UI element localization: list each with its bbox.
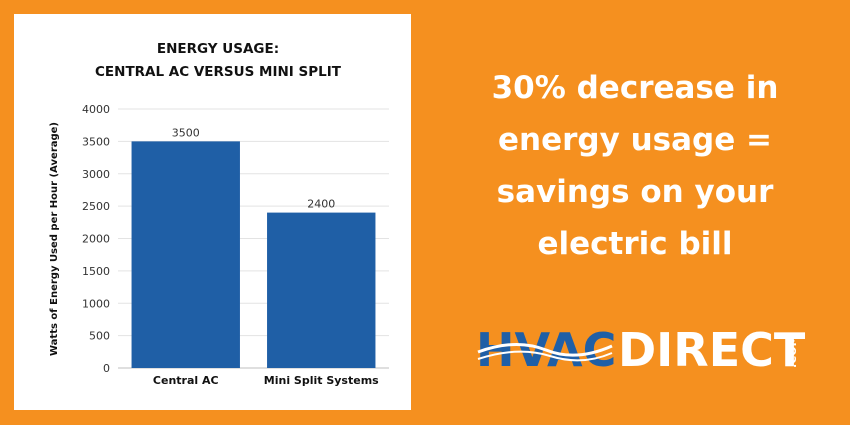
y-axis-label: Watts of Energy Used per Hour (Average) bbox=[49, 122, 60, 356]
bar-data-label: 2400 bbox=[307, 198, 335, 211]
logo-swoosh-icon bbox=[477, 342, 613, 357]
y-tick-label: 500 bbox=[89, 330, 110, 343]
bar-data-label: 3500 bbox=[172, 126, 200, 139]
x-category-label: Mini Split Systems bbox=[264, 374, 379, 387]
logo-text-com: .COM bbox=[786, 335, 799, 368]
y-tick-label: 0 bbox=[103, 362, 110, 375]
headline-line-2: energy usage = bbox=[497, 122, 773, 158]
y-tick-label: 1500 bbox=[82, 265, 110, 278]
logo-swoosh-icon-2 bbox=[477, 350, 613, 362]
x-category-label: Central AC bbox=[153, 374, 219, 387]
chart-title-line-2: CENTRAL AC VERSUS MINI SPLIT bbox=[95, 64, 342, 80]
y-tick-label: 2500 bbox=[82, 200, 110, 213]
y-tick-label: 1000 bbox=[82, 297, 110, 310]
y-tick-label: 3000 bbox=[82, 168, 110, 181]
y-tick-label: 2000 bbox=[82, 233, 110, 246]
y-tick-label: 3500 bbox=[82, 135, 110, 148]
logo-text-direct: DIRECT bbox=[618, 323, 806, 374]
hvacdirect-logo: HVAC DIRECT .COM bbox=[476, 323, 806, 374]
bar-mini-split-systems bbox=[267, 212, 376, 368]
energy-usage-bar-chart: ENERGY USAGE: CENTRAL AC VERSUS MINI SPL… bbox=[49, 41, 389, 387]
headline-line-1: 30% decrease in bbox=[491, 70, 779, 106]
chart-title-line-1: ENERGY USAGE: bbox=[157, 41, 279, 57]
headline-line-4: electric bill bbox=[537, 226, 733, 262]
chart-card: ENERGY USAGE: CENTRAL AC VERSUS MINI SPL… bbox=[14, 14, 411, 410]
bar-central-ac bbox=[131, 141, 240, 368]
headline-line-3: savings on your bbox=[496, 174, 774, 210]
y-tick-label: 4000 bbox=[82, 103, 110, 116]
headline: 30% decrease in energy usage = savings o… bbox=[440, 62, 830, 270]
